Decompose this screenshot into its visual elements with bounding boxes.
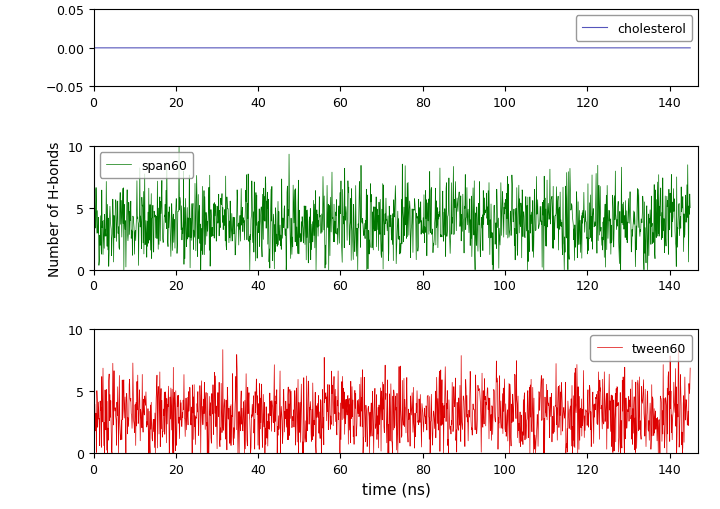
- cholesterol: [577, 46, 586, 52]
- cholesterol: [355, 46, 364, 52]
- span60: [390, 197, 398, 204]
- Legend: cholesterol: cholesterol: [576, 16, 692, 42]
- Line: span60: span60: [94, 147, 690, 270]
- span60: [175, 144, 184, 150]
- span60: [120, 267, 128, 273]
- span60: [89, 209, 98, 215]
- tween60: [657, 395, 665, 402]
- Line: tween60: tween60: [94, 347, 690, 453]
- tween60: [356, 381, 364, 387]
- X-axis label: time (ns): time (ns): [361, 481, 431, 496]
- Y-axis label: Number of H-bonds: Number of H-bonds: [48, 141, 63, 276]
- span60: [334, 230, 343, 236]
- cholesterol: [333, 46, 341, 52]
- tween60: [410, 410, 419, 416]
- tween60: [333, 403, 342, 409]
- span60: [411, 210, 420, 216]
- span60: [356, 226, 364, 232]
- span60: [578, 210, 587, 216]
- tween60: [100, 450, 109, 456]
- Legend: span60: span60: [100, 153, 193, 179]
- span60: [686, 205, 695, 211]
- cholesterol: [410, 46, 419, 52]
- cholesterol: [656, 46, 665, 52]
- tween60: [674, 344, 683, 350]
- Legend: tween60: tween60: [590, 336, 692, 361]
- tween60: [89, 373, 98, 379]
- cholesterol: [686, 46, 695, 52]
- tween60: [389, 427, 397, 433]
- tween60: [686, 365, 695, 372]
- cholesterol: [389, 46, 397, 52]
- tween60: [577, 433, 586, 439]
- cholesterol: [89, 46, 98, 52]
- span60: [657, 219, 665, 225]
